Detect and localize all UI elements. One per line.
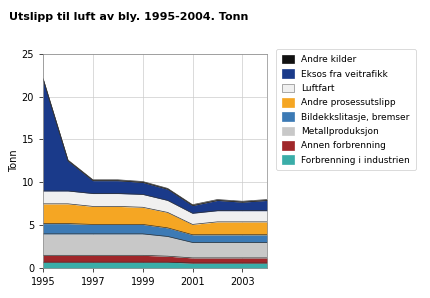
Text: Utslipp til luft av bly. 1995-2004. Tonn: Utslipp til luft av bly. 1995-2004. Tonn [9, 12, 247, 22]
Y-axis label: Tonn: Tonn [9, 150, 19, 172]
Legend: Andre kilder, Eksos fra veitrafikk, Luftfart, Andre prosessutslipp, Bildekkslita: Andre kilder, Eksos fra veitrafikk, Luft… [276, 49, 415, 170]
